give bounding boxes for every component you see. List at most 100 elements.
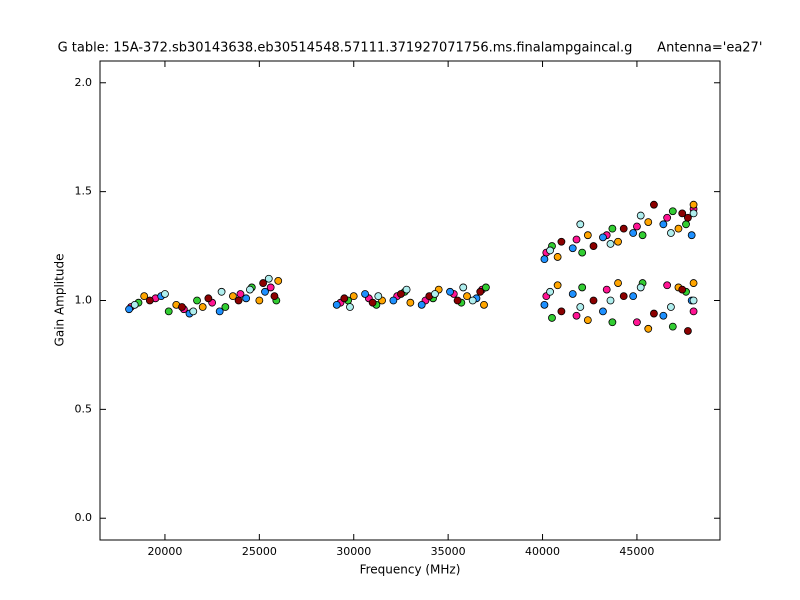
data-point — [161, 290, 169, 298]
y-axis-label: Gain Amplitude — [53, 254, 67, 347]
data-point — [553, 281, 562, 290]
chart-title: G table: 15A-372.sb30143638.eb30514548.5… — [58, 41, 763, 56]
data-point — [606, 239, 615, 248]
data-point — [476, 287, 485, 296]
data-point — [261, 287, 269, 296]
data-point — [578, 248, 587, 257]
data-point — [346, 303, 354, 311]
data-point — [340, 294, 349, 303]
data-point — [663, 213, 672, 222]
data-point — [576, 220, 585, 229]
data-point — [259, 279, 268, 287]
data-point — [568, 244, 577, 253]
data-point — [204, 294, 213, 303]
data-point — [674, 224, 683, 233]
data-point — [446, 287, 454, 296]
data-point — [548, 314, 556, 322]
data-point — [576, 303, 585, 311]
data-point — [397, 290, 405, 298]
data-point — [644, 324, 653, 333]
data-point — [667, 303, 675, 311]
data-point — [572, 235, 581, 244]
data-point — [459, 283, 468, 292]
data-point — [689, 209, 698, 218]
data-point — [608, 224, 617, 233]
data-point — [164, 307, 173, 316]
data-point — [583, 231, 592, 240]
data-point — [402, 285, 411, 294]
y-tick-label: 0.0 — [75, 511, 93, 524]
data-point — [644, 218, 653, 227]
data-point — [368, 298, 377, 307]
data-point — [684, 213, 692, 222]
data-point — [540, 255, 549, 264]
data-point — [589, 242, 598, 250]
data-point — [589, 296, 598, 305]
data-point — [140, 292, 149, 301]
data-point — [217, 287, 226, 296]
data-point — [684, 327, 692, 335]
data-point — [629, 229, 638, 237]
data-point — [608, 318, 617, 327]
data-point — [689, 279, 698, 287]
x-tick-label: 40000 — [525, 545, 560, 558]
data-point — [546, 246, 554, 255]
y-tick-label: 1.5 — [75, 185, 93, 198]
data-point — [229, 292, 237, 301]
data-point — [650, 309, 658, 318]
data-point — [602, 285, 611, 294]
data-point — [682, 220, 690, 229]
data-point — [619, 292, 628, 301]
data-point — [130, 300, 139, 309]
data-point — [266, 283, 275, 292]
data-point — [557, 237, 566, 246]
data-point — [659, 311, 668, 320]
y-tick-label: 0.5 — [75, 402, 93, 415]
data-point — [687, 231, 696, 240]
data-point — [332, 300, 341, 309]
x-tick-label: 45000 — [619, 545, 654, 558]
data-point — [668, 207, 677, 216]
data-point — [572, 311, 581, 320]
data-point — [246, 285, 254, 294]
plot-area — [125, 200, 698, 335]
data-point — [481, 283, 490, 292]
data-point — [689, 200, 698, 209]
data-point — [270, 292, 279, 301]
data-point — [468, 296, 477, 305]
x-tick-label: 30000 — [336, 545, 371, 558]
data-point — [361, 290, 369, 298]
data-point — [242, 294, 251, 303]
data-point — [578, 283, 587, 292]
data-point — [633, 318, 641, 327]
data-point — [619, 224, 628, 233]
data-point — [264, 274, 273, 283]
data-point — [198, 303, 207, 311]
data-point — [463, 292, 471, 301]
data-point — [636, 283, 645, 292]
data-point — [221, 303, 230, 311]
data-point — [678, 285, 687, 294]
data-point — [667, 229, 675, 237]
data-point — [614, 279, 622, 287]
data-point — [633, 222, 641, 231]
data-point — [636, 211, 645, 220]
data-point — [606, 296, 615, 305]
data-point — [431, 290, 439, 298]
x-tick-label: 20000 — [147, 545, 182, 558]
data-point — [689, 307, 698, 316]
data-point — [389, 296, 398, 305]
data-point — [255, 296, 264, 305]
y-tick-label: 1.0 — [75, 294, 93, 307]
data-point — [125, 305, 133, 314]
data-point — [406, 298, 415, 307]
data-point — [193, 296, 201, 305]
data-point — [650, 200, 658, 209]
data-point — [274, 277, 283, 285]
data-point — [189, 307, 198, 316]
data-point — [678, 209, 687, 218]
x-axis-label: Frequency (MHz) — [360, 563, 461, 577]
data-point — [374, 292, 383, 301]
data-point — [583, 316, 592, 324]
